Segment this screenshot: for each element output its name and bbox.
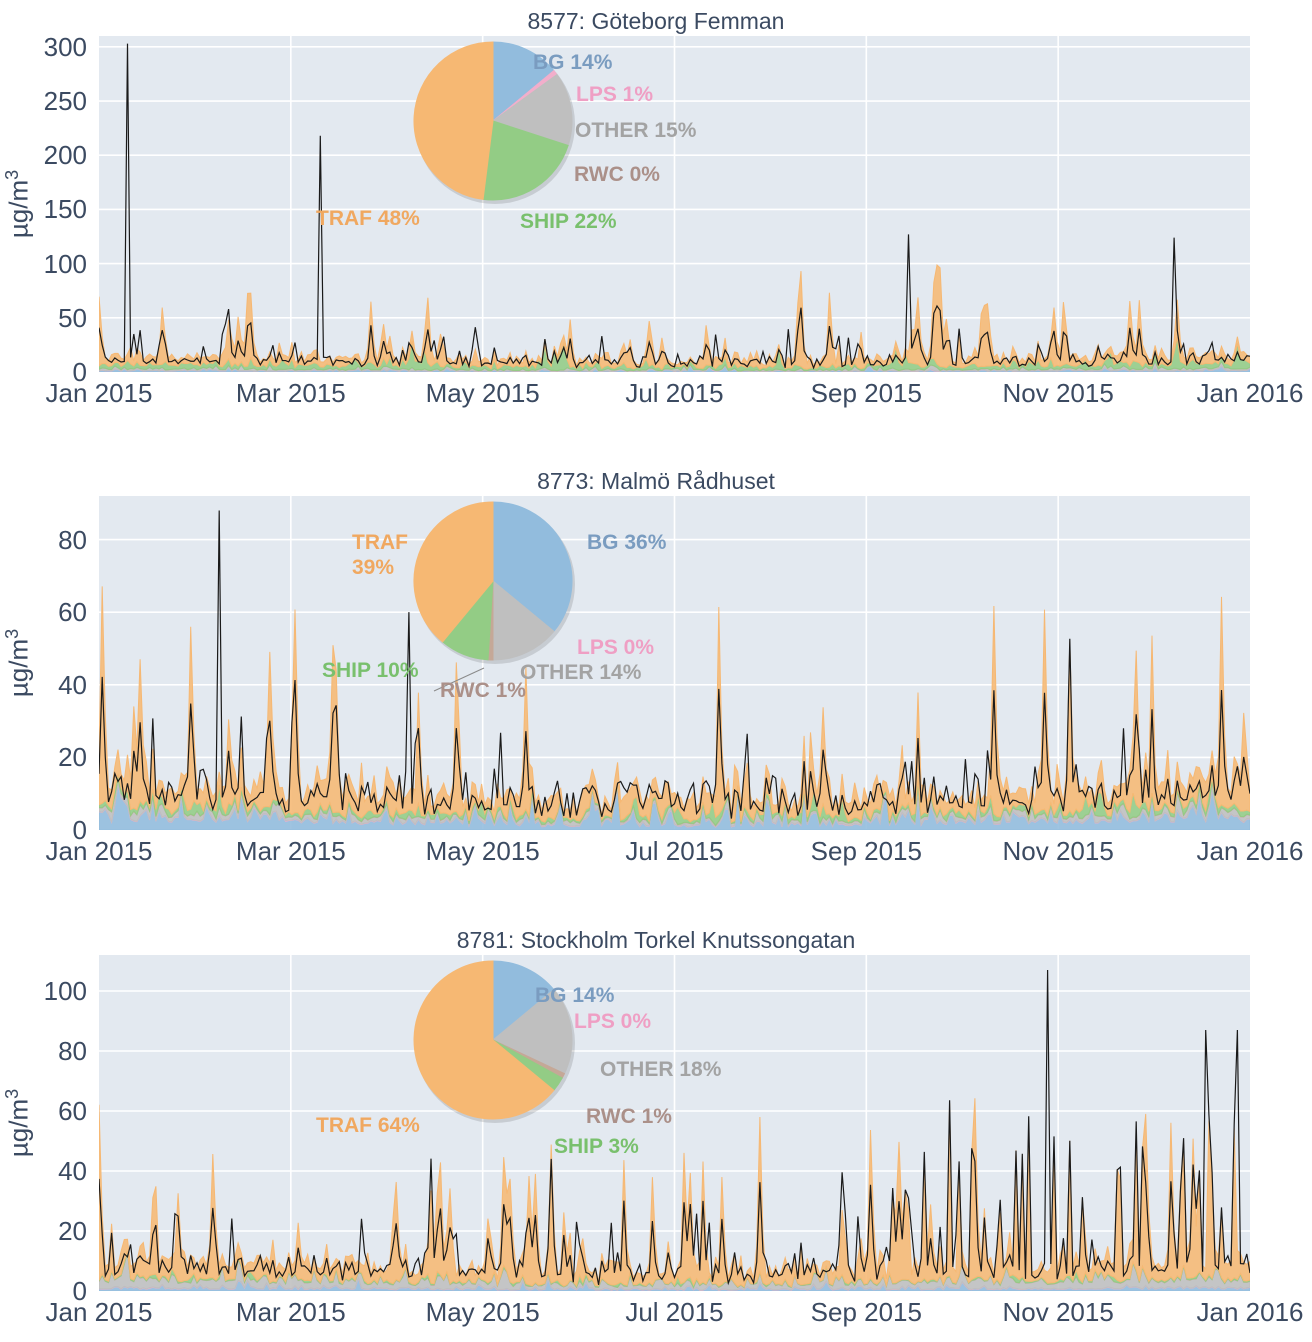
svg-text:TRAF 48%: TRAF 48% [316, 207, 420, 230]
svg-text:BG 14%: BG 14% [535, 984, 615, 1007]
svg-text:SHIP 3%: SHIP 3% [554, 1135, 639, 1158]
svg-text:BG 14%: BG 14% [533, 51, 613, 74]
svg-text:SHIP 10%: SHIP 10% [322, 659, 419, 682]
svg-text:TRAF: TRAF [352, 531, 408, 554]
svg-text:OTHER 14%: OTHER 14% [520, 661, 642, 684]
svg-text:LPS 1%: LPS 1% [576, 83, 653, 106]
svg-text:OTHER 18%: OTHER 18% [600, 1058, 722, 1081]
svg-text:OTHER 15%: OTHER 15% [575, 119, 697, 142]
svg-text:BG 36%: BG 36% [587, 531, 667, 554]
svg-text:LPS 0%: LPS 0% [574, 1010, 651, 1033]
svg-text:RWC 0%: RWC 0% [574, 163, 660, 186]
svg-text:RWC 1%: RWC 1% [586, 1105, 672, 1128]
svg-text:LPS 0%: LPS 0% [577, 636, 654, 659]
svg-text:SHIP 22%: SHIP 22% [520, 210, 617, 233]
svg-text:TRAF 64%: TRAF 64% [316, 1114, 420, 1137]
svg-text:39%: 39% [352, 556, 394, 579]
svg-text:RWC 1%: RWC 1% [440, 679, 526, 702]
